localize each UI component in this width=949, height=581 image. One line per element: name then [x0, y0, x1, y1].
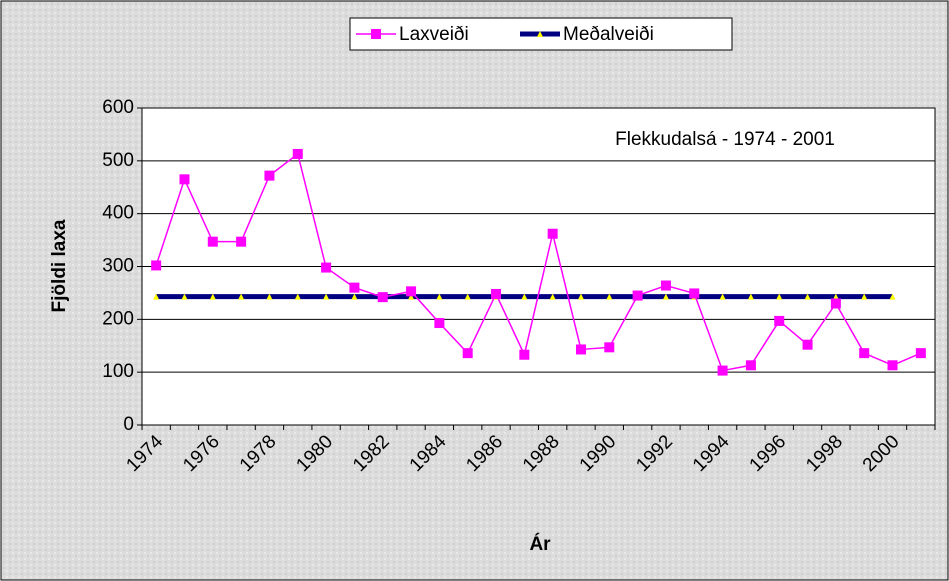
marker [632, 290, 643, 301]
marker [660, 280, 671, 291]
legend-label: Meðalveiði [563, 24, 654, 45]
marker [606, 293, 613, 300]
y-tick-label: 100 [102, 361, 134, 382]
marker [434, 318, 445, 329]
marker [377, 292, 388, 303]
marker [151, 260, 162, 271]
series-line [155, 152, 922, 372]
y-tick-label: 300 [102, 256, 134, 277]
marker [179, 174, 190, 185]
marker [351, 293, 358, 300]
marker [491, 288, 502, 299]
marker [774, 315, 785, 326]
marker [236, 236, 247, 247]
y-tick-label: 200 [102, 308, 134, 329]
marker [859, 348, 870, 359]
marker [776, 293, 783, 300]
legend-marker [537, 31, 543, 37]
marker [238, 293, 245, 300]
y-tick-label: 400 [102, 203, 134, 224]
y-tick-label: 500 [102, 150, 134, 171]
marker [575, 344, 586, 355]
annotation: Flekkudalsá - 1974 - 2001 [615, 129, 835, 150]
marker [577, 293, 584, 300]
marker [604, 342, 615, 353]
x-axis-label: Ár [529, 533, 551, 555]
marker [747, 293, 754, 300]
marker [181, 293, 188, 300]
marker [521, 293, 528, 300]
marker [689, 288, 700, 299]
marker [207, 236, 218, 247]
marker [915, 348, 926, 359]
marker [662, 293, 669, 300]
marker [209, 293, 216, 300]
marker [719, 293, 726, 300]
marker [266, 293, 273, 300]
marker [264, 170, 275, 181]
marker [547, 228, 558, 239]
marker [830, 298, 841, 309]
y-tick-label: 600 [102, 97, 134, 118]
marker [802, 339, 813, 350]
marker [889, 293, 896, 300]
marker [717, 365, 728, 376]
marker [292, 148, 303, 159]
marker [887, 360, 898, 371]
marker [349, 282, 360, 293]
marker [436, 293, 443, 300]
marker [321, 262, 332, 273]
marker [519, 349, 530, 360]
marker [406, 286, 417, 297]
marker [745, 360, 756, 371]
y-tick-label: 0 [123, 414, 134, 435]
marker [462, 348, 473, 359]
marker [294, 293, 301, 300]
marker [804, 293, 811, 300]
marker [549, 293, 556, 300]
marker [464, 293, 471, 300]
y-axis-label: Fjöldi laxa [49, 219, 70, 312]
marker [832, 293, 839, 300]
marker [861, 293, 868, 300]
legend-label: Laxveiði [399, 24, 469, 45]
marker [323, 293, 330, 300]
legend-marker [371, 29, 381, 39]
marker [153, 293, 160, 300]
marker [408, 293, 415, 300]
